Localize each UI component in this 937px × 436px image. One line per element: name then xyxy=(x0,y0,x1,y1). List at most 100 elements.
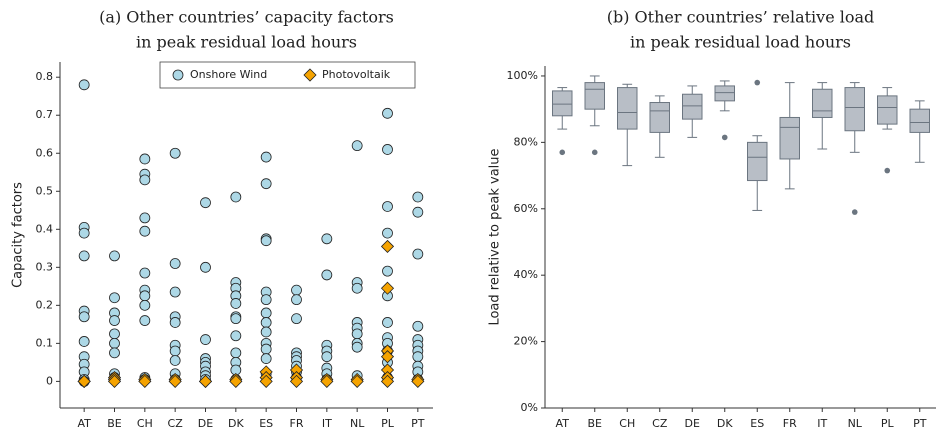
point xyxy=(78,79,90,91)
y-tick-label: 0.8 xyxy=(36,70,54,83)
y-tick-label: 0.3 xyxy=(36,260,54,273)
box xyxy=(714,85,735,102)
point xyxy=(169,258,181,269)
point xyxy=(412,248,424,260)
point xyxy=(351,282,363,294)
point xyxy=(198,374,213,388)
point xyxy=(380,374,395,388)
box xyxy=(584,82,605,110)
point xyxy=(169,286,181,298)
y-tick-label: 0.4 xyxy=(36,222,54,235)
x-tick-label: BE xyxy=(107,417,122,430)
x-tick-label: ES xyxy=(259,417,273,430)
legend-marker xyxy=(172,69,184,81)
box xyxy=(877,95,898,125)
point xyxy=(109,328,120,340)
point xyxy=(139,315,151,326)
point xyxy=(169,317,181,328)
x-tick-label: CZ xyxy=(652,417,668,430)
point xyxy=(382,265,393,277)
point xyxy=(168,374,182,388)
point xyxy=(229,374,243,388)
point xyxy=(380,239,395,253)
y-tick-label: 0 xyxy=(46,374,53,387)
point xyxy=(289,374,304,388)
x-tick-label: DE xyxy=(198,417,213,430)
point xyxy=(260,307,272,319)
legend-label: Onshore Wind xyxy=(190,68,267,81)
point xyxy=(321,233,333,245)
y-tick-label: 20% xyxy=(514,335,538,348)
point xyxy=(382,317,393,328)
x-tick-label: NL xyxy=(350,417,365,430)
point xyxy=(291,284,302,296)
chart-title: (a) Other countries’ capacity factors xyxy=(99,8,394,27)
point xyxy=(138,374,152,388)
point xyxy=(230,298,242,309)
point xyxy=(351,140,363,152)
x-tick-label: NL xyxy=(848,417,863,430)
y-axis-label: Load relative to peak value xyxy=(488,148,503,325)
point xyxy=(78,311,90,323)
point xyxy=(382,107,393,119)
point xyxy=(260,326,272,338)
y-tick-label: 100% xyxy=(507,69,538,82)
point xyxy=(139,290,151,302)
x-tick-label: PL xyxy=(381,417,395,430)
point xyxy=(139,225,151,237)
outlier xyxy=(721,134,728,141)
point xyxy=(412,206,424,218)
x-tick-label: PL xyxy=(881,417,895,430)
point xyxy=(291,313,302,325)
outlier xyxy=(851,209,858,215)
point xyxy=(412,351,424,363)
point xyxy=(139,153,151,165)
y-tick-label: 40% xyxy=(514,268,538,281)
point xyxy=(78,250,90,262)
point xyxy=(350,374,364,388)
point xyxy=(351,341,363,353)
point xyxy=(109,347,120,359)
point xyxy=(109,292,120,304)
box xyxy=(682,93,703,120)
x-tick-label: FR xyxy=(290,417,304,430)
x-tick-label: AT xyxy=(556,417,570,430)
box xyxy=(812,88,833,118)
x-tick-label: PT xyxy=(913,417,927,430)
x-tick-label: PT xyxy=(411,417,425,430)
point xyxy=(380,281,395,295)
point xyxy=(78,227,90,239)
point xyxy=(230,191,242,203)
y-axis-label: Capacity factors xyxy=(11,182,26,288)
x-tick-label: IT xyxy=(322,417,332,430)
point xyxy=(139,212,151,224)
box xyxy=(617,87,638,130)
point xyxy=(382,201,393,212)
x-tick-label: DK xyxy=(717,417,733,430)
x-tick-label: FR xyxy=(783,417,797,430)
y-tick-label: 0.6 xyxy=(36,146,54,159)
point xyxy=(382,144,393,155)
box xyxy=(909,108,930,133)
legend-marker xyxy=(303,68,317,82)
y-tick-label: 0.5 xyxy=(36,184,54,197)
point xyxy=(351,328,363,340)
point xyxy=(139,267,151,279)
point xyxy=(169,147,181,159)
y-tick-label: 80% xyxy=(514,135,538,148)
x-tick-label: CH xyxy=(137,417,153,430)
box xyxy=(649,102,670,133)
x-tick-label: IT xyxy=(817,417,827,430)
point xyxy=(139,299,151,311)
outlier xyxy=(591,149,598,156)
point xyxy=(260,294,272,306)
outlier xyxy=(884,167,891,174)
x-tick-label: CH xyxy=(619,417,635,430)
y-tick-label: 0.1 xyxy=(36,336,54,349)
point xyxy=(260,343,272,355)
point xyxy=(260,151,272,163)
point xyxy=(109,337,120,349)
point xyxy=(169,355,181,366)
point xyxy=(259,374,273,388)
